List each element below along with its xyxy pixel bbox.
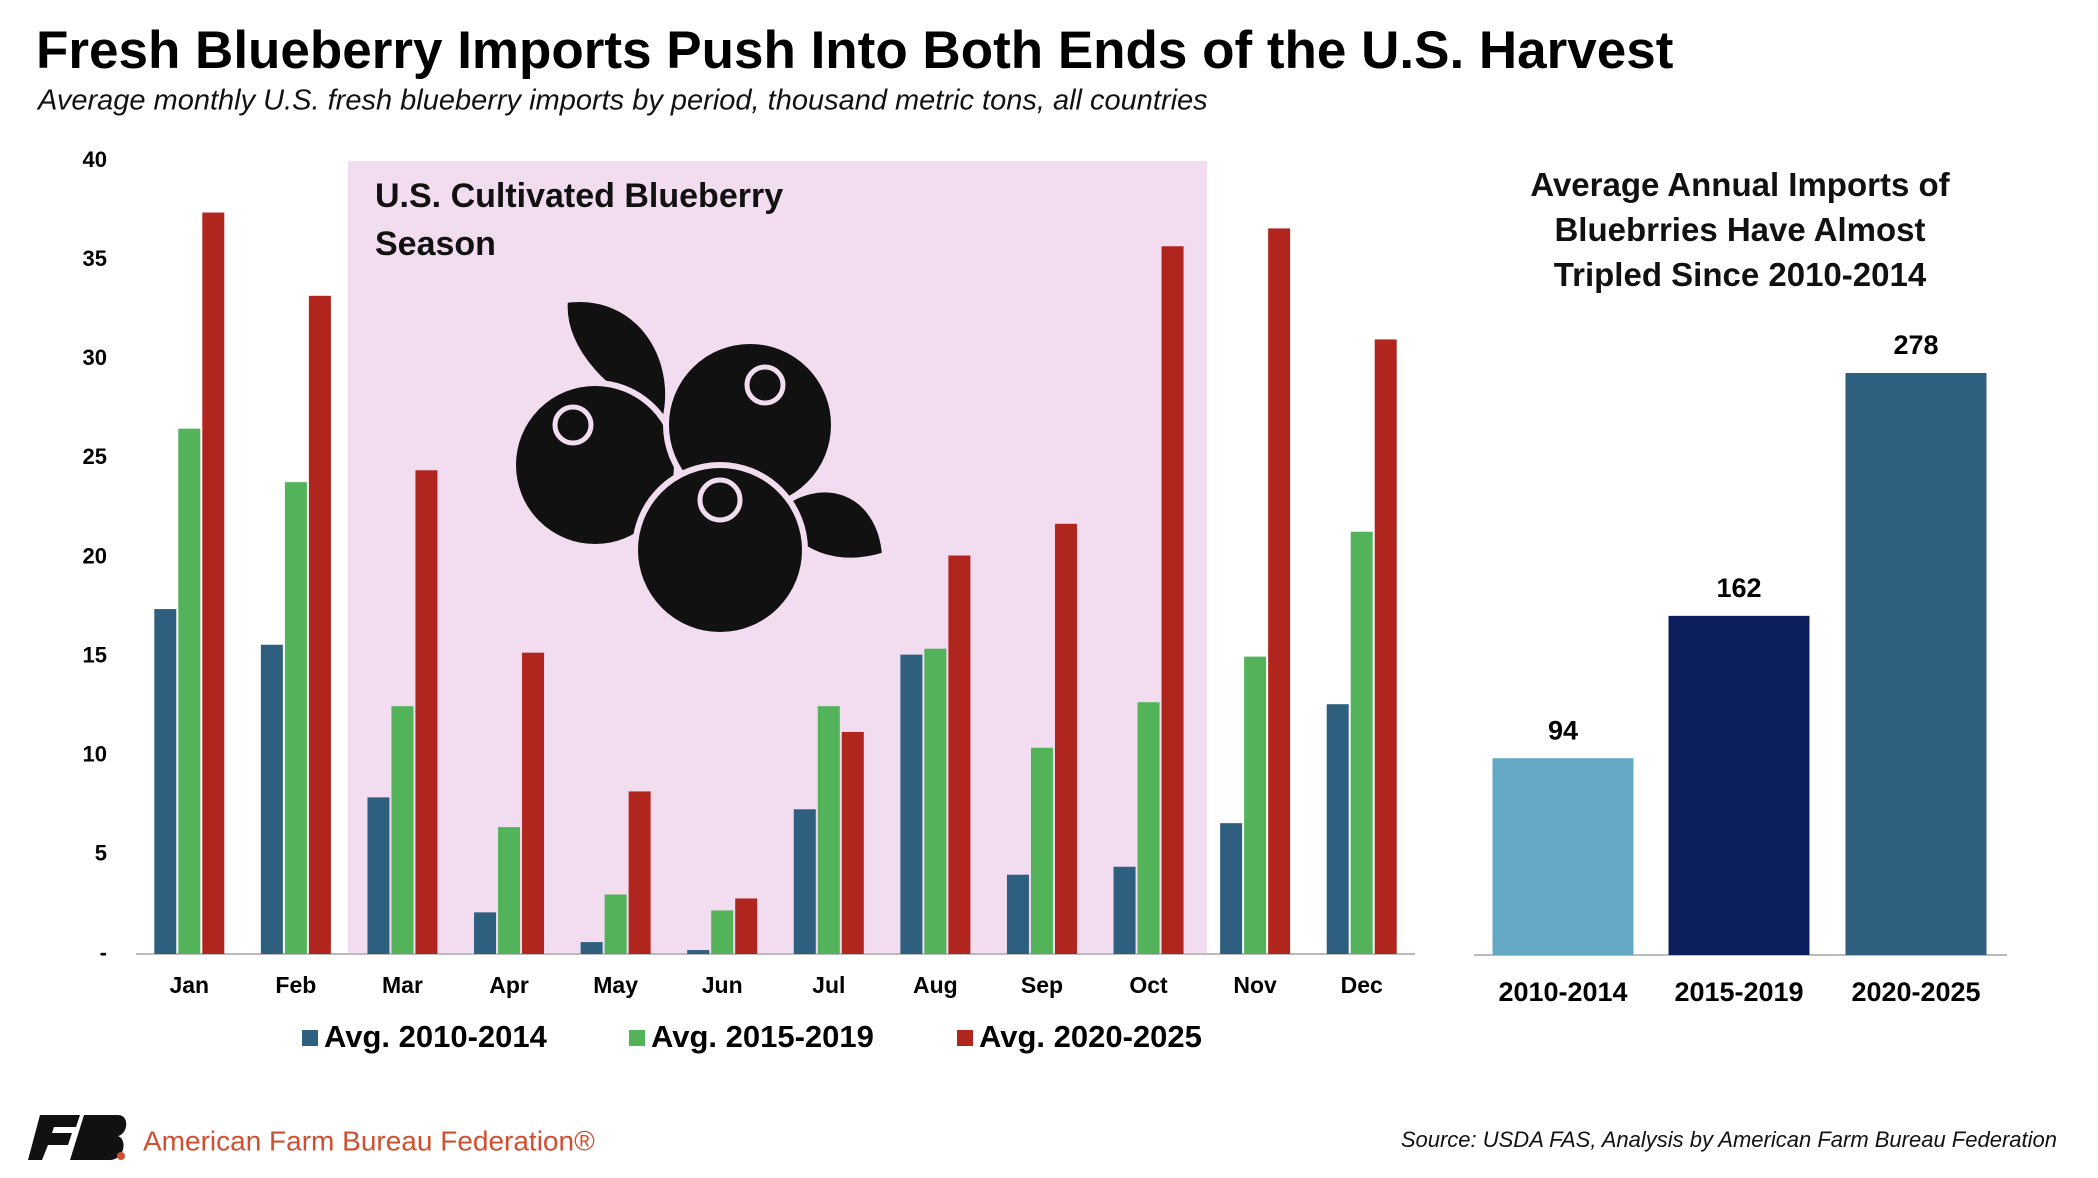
x-tick-label: Jan (169, 972, 209, 998)
y-tick-label: 5 (95, 841, 107, 866)
x-tick-label: Mar (382, 972, 423, 998)
x-tick-label: Apr (489, 972, 529, 998)
bar (178, 428, 201, 954)
x-tick-label: Jun (702, 972, 743, 998)
bar (1137, 702, 1160, 954)
legend-label: Avg. 2010-2014 (324, 1019, 548, 1054)
season-box: U.S. Cultivated Blueberry Season (375, 177, 784, 263)
bar (1030, 747, 1053, 954)
y-tick-label: 25 (83, 444, 107, 469)
y-tick-label: 40 (83, 147, 107, 172)
legend-label: Avg. 2015-2019 (651, 1019, 874, 1054)
legend-label: Avg. 2020-2025 (979, 1019, 1202, 1054)
bar (367, 797, 390, 954)
subtitle: Average monthly U.S. fresh blueberry imp… (36, 85, 1208, 117)
bar (1845, 373, 1987, 955)
bar (284, 482, 307, 954)
bar (1113, 866, 1136, 954)
bar (793, 809, 816, 954)
bar (628, 791, 651, 954)
x-tick-label: Aug (913, 972, 958, 998)
bar (1161, 246, 1184, 954)
bar (415, 470, 438, 954)
bar (1668, 615, 1810, 955)
bar (260, 644, 283, 954)
x-tick-label: Jul (812, 972, 845, 998)
value-label: 278 (1893, 330, 1938, 360)
bar (900, 654, 923, 954)
x-tick-label: Oct (1129, 972, 1168, 998)
legend-swatch (302, 1030, 318, 1046)
y-tick-label: - (100, 940, 107, 965)
x-tick-label: Dec (1341, 972, 1383, 998)
blueberry-crowns (552, 364, 786, 523)
bar (1220, 823, 1243, 954)
bar (817, 706, 840, 954)
right-title: Average Annual Imports of Bluebrries Hav… (1530, 166, 1950, 293)
bar (308, 295, 331, 954)
bar (522, 652, 545, 954)
bar (1374, 339, 1397, 954)
bar (1326, 704, 1349, 954)
y-tick-label: 10 (83, 742, 107, 767)
value-label: 94 (1548, 715, 1578, 745)
y-tick-label: 20 (83, 543, 107, 568)
y-tick-label: 30 (83, 345, 107, 370)
bar (202, 212, 225, 955)
value-label: 162 (1716, 573, 1761, 603)
bar (498, 827, 521, 954)
legend-swatch (629, 1030, 645, 1046)
bar (604, 894, 627, 954)
x-tick-label: Sep (1021, 972, 1063, 998)
source: Source: USDA FAS, Analysis by American F… (1401, 1127, 2057, 1152)
bar (1350, 531, 1373, 954)
bar (391, 706, 414, 954)
bar (711, 910, 734, 954)
bar (580, 942, 603, 954)
bar (1268, 228, 1291, 954)
bar (924, 648, 947, 954)
bar (687, 950, 710, 954)
x-tick-label: 2015-2019 (1674, 977, 1803, 1007)
x-tick-label: 2020-2025 (1851, 977, 1980, 1007)
bar (474, 912, 497, 954)
bar (1492, 758, 1634, 955)
y-tick-label: 35 (83, 246, 107, 271)
bar (1244, 656, 1267, 954)
x-tick-label: May (593, 972, 638, 998)
right-title-box: Average Annual Imports of Bluebrries Hav… (1530, 166, 1950, 293)
bar (1054, 523, 1077, 954)
legend-swatch (957, 1030, 973, 1046)
y-tick-label: 15 (83, 642, 107, 667)
logo (28, 1115, 127, 1160)
title: Fresh Blueberry Imports Push Into Both E… (36, 21, 1673, 80)
x-tick-label: 2010-2014 (1498, 977, 1627, 1007)
bar (154, 609, 177, 954)
season-label: U.S. Cultivated Blueberry Season (375, 177, 784, 263)
organization: American Farm Bureau Federation® (143, 1125, 595, 1156)
bar (948, 555, 971, 954)
bar (1006, 874, 1029, 954)
x-tick-label: Nov (1233, 972, 1277, 998)
bar (841, 731, 864, 954)
x-tick-label: Feb (275, 972, 316, 998)
bar (735, 898, 758, 954)
